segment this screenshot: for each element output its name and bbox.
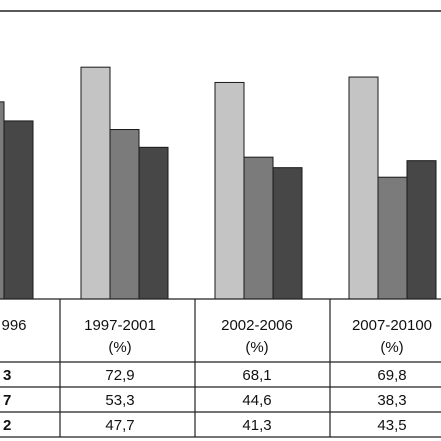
cell-row-2-col-1: 47,7: [105, 417, 134, 434]
cell-row-1-col-3: 38,3: [377, 392, 406, 409]
bar-2002-2006-series-2: [243, 156, 274, 300]
header-unit-1: (%): [108, 339, 131, 356]
header-unit-2: (%): [245, 339, 268, 356]
cell-row-1-col-1: 53,3: [105, 392, 134, 409]
bars-layer: [0, 66, 437, 300]
header-period-3: 2007-20100: [352, 317, 432, 334]
cell-row-0-col-2: 68,1: [242, 367, 271, 384]
bar-2002-2006-series-1: [214, 81, 245, 300]
header-period-2: 2002-2006: [221, 317, 293, 334]
bar-2002-2006-series-3: [272, 167, 303, 300]
row-1-partial-value: 7: [3, 392, 11, 409]
bar-2007-2010-series-2: [377, 176, 408, 300]
cell-row-0-col-1: 72,9: [105, 367, 134, 384]
bar-1997-2001-series-2: [109, 129, 140, 300]
bar-1997-2001-series-1: [80, 66, 111, 300]
bar-2007-2010-series-1: [348, 76, 379, 300]
bar-1997-2001-series-3: [138, 146, 169, 300]
row-0-partial-value: 3: [3, 367, 11, 384]
header-period-0: 996: [1, 317, 26, 334]
bar-2007-2010-series-3: [406, 160, 437, 300]
bar-1992-1996-series-2: [0, 101, 5, 300]
header-period-1: 1997-2001: [84, 317, 156, 334]
bar-1992-1996-series-3: [3, 120, 34, 300]
table-text-layer: 996 1997-2001 (%) 2002-2006 (%) 2007-20100 (%)…: [1, 317, 432, 434]
cell-row-2-col-2: 41,3: [242, 417, 271, 434]
table-grid-layer: [0, 10, 441, 438]
header-unit-3: (%): [380, 339, 403, 356]
cell-row-2-col-3: 43,5: [377, 417, 406, 434]
row-2-partial-value: 2: [3, 417, 11, 434]
cell-row-0-col-3: 69,8: [377, 367, 406, 384]
cell-row-1-col-2: 44,6: [242, 392, 271, 409]
